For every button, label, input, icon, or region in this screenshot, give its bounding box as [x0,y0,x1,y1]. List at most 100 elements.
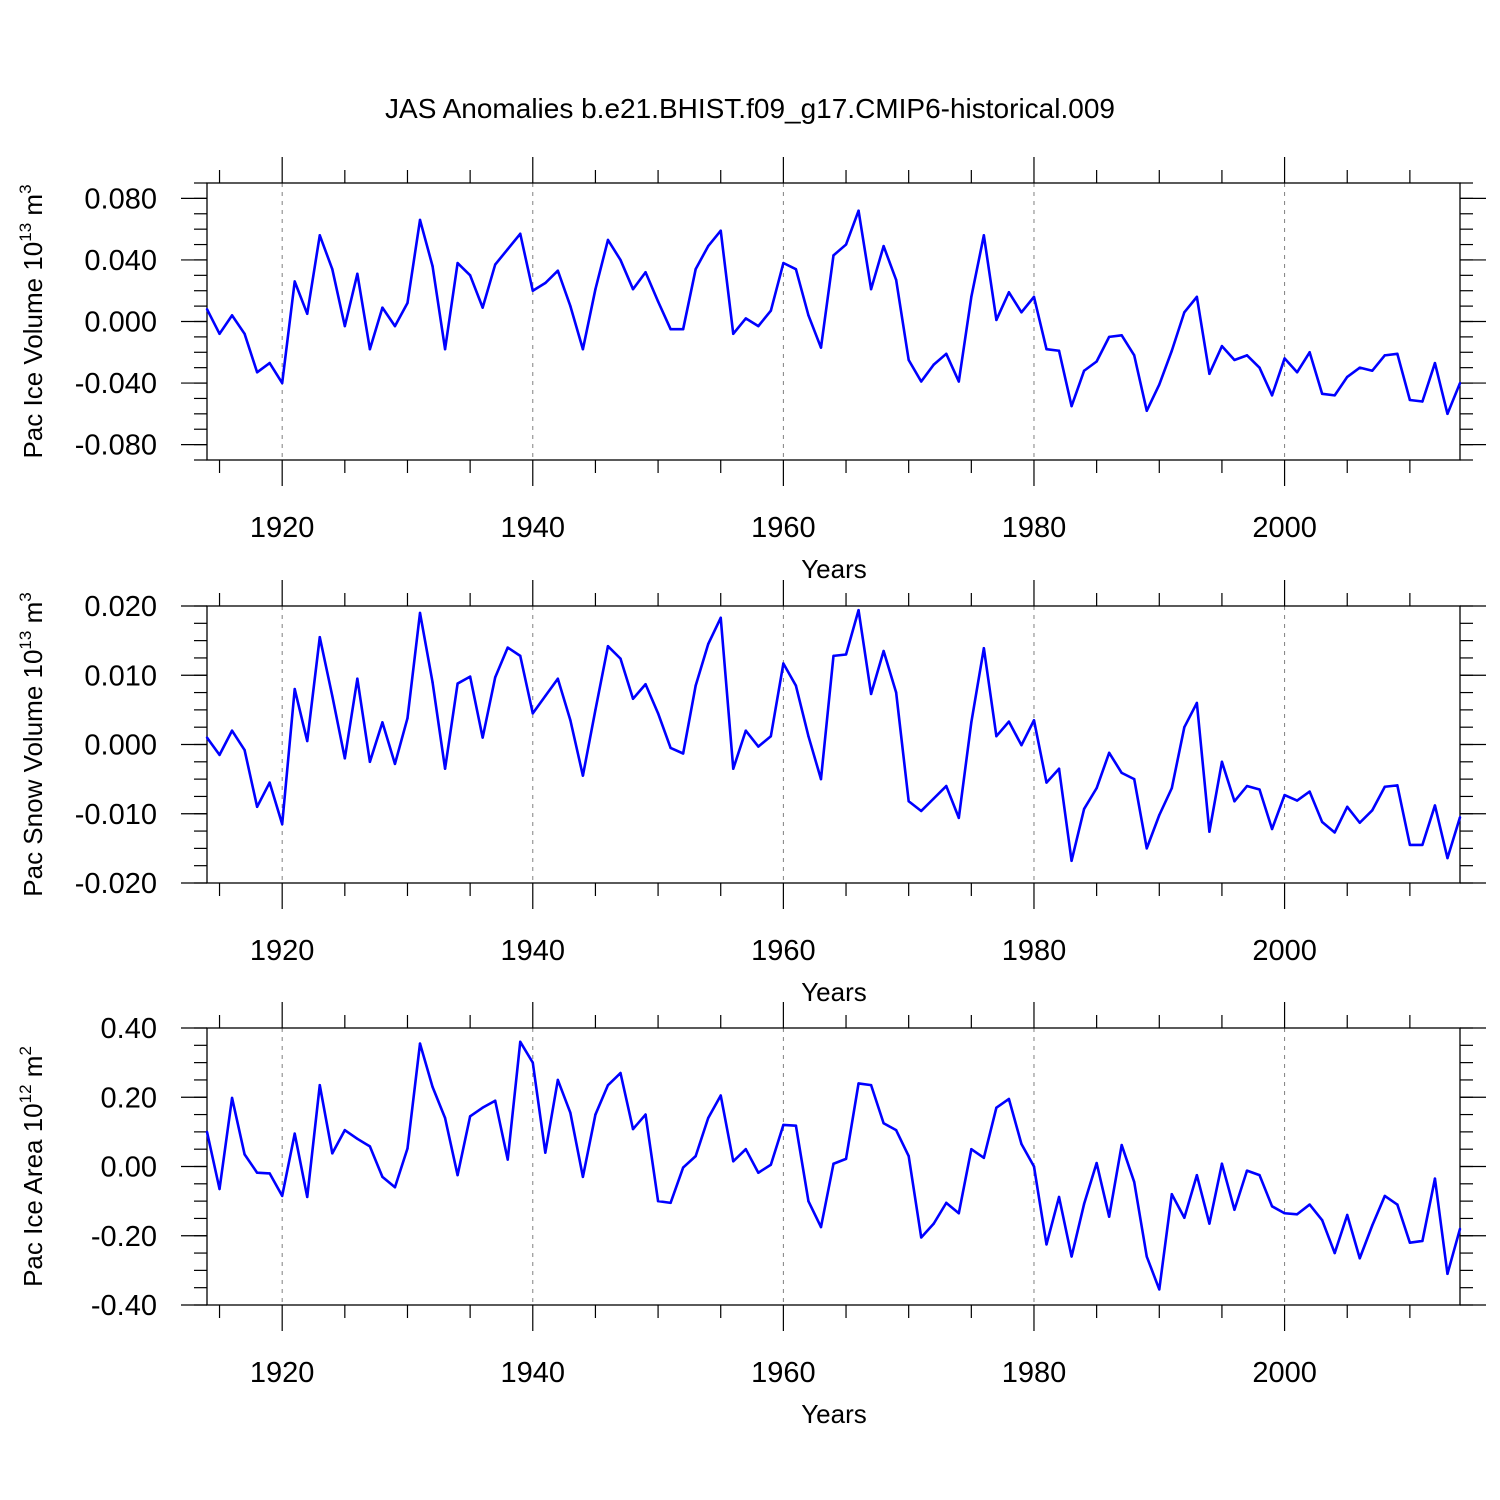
data-point [1195,295,1199,299]
data-point [544,694,547,698]
data-point [468,675,472,678]
data-point [656,300,660,303]
data-point [945,784,948,788]
x-tick-label: 1980 [1002,1357,1067,1389]
data-point [1082,369,1086,372]
data-point [1371,1224,1374,1227]
data-point [556,1078,560,1082]
data-point [957,1212,960,1215]
data-point [1170,786,1174,790]
data-point [393,324,397,328]
data-point [932,1222,935,1225]
y-tick-label: 0.40 [101,1013,157,1045]
data-point [1082,1202,1086,1206]
data-point [205,1130,209,1134]
data-point [443,767,447,770]
y-tick-label: 0.040 [84,245,157,277]
data-point [1408,398,1412,402]
data-point [243,1153,246,1156]
data-point [1183,725,1186,729]
data-point [819,1225,823,1229]
data-point [1245,784,1249,788]
data-point [1020,1142,1023,1146]
data-point [1333,1251,1336,1255]
data-point [882,649,885,653]
data-point [343,324,347,328]
x-tick-label: 1980 [1002,935,1067,967]
data-point [1258,1173,1261,1177]
data-point [493,263,497,266]
data-point [1433,804,1437,807]
data-point [869,692,873,696]
data-point [569,719,572,722]
data-point [1233,358,1236,362]
data-point [493,676,497,679]
data-point [356,272,359,275]
data-point [1107,751,1111,755]
y-axis-label-exponent: 13 [16,223,35,242]
data-point [894,691,898,694]
data-point [757,1171,760,1174]
data-point [1358,1257,1361,1260]
y-tick-label: 0.00 [101,1152,157,1184]
data-point [1158,383,1161,386]
data-point [619,1071,622,1075]
data-point [1045,1243,1048,1246]
data-point [381,306,384,309]
data-point [431,264,434,268]
data-point [1195,1173,1199,1177]
data-point [556,677,560,680]
data-point [669,746,672,750]
data-point [732,1160,735,1163]
data-point [581,774,585,777]
y-axis-label-unit-exponent: 3 [16,184,35,193]
data-point [1070,859,1073,863]
data-point [481,306,484,309]
data-point [255,805,259,809]
data-point [844,653,848,656]
data-point [707,1116,710,1120]
data-point [306,312,309,316]
x-tick-label: 2000 [1252,935,1317,967]
data-point [619,258,622,262]
data-point [1082,807,1086,811]
data-point [468,274,472,277]
chart-panel-1: 1920 1940 1960 1980 2000 -0.080 -0.040 0.000 0.0… [16,157,1486,584]
data-point [343,1128,347,1132]
data-point [1145,409,1148,412]
data-point [970,721,973,724]
data-point [1007,720,1011,723]
y-tick-label: 0.000 [84,730,157,762]
data-point [1458,381,1462,385]
data-point [318,1083,321,1087]
data-point [506,247,509,251]
data-point [1133,354,1136,357]
data-point [456,1173,459,1177]
data-point [606,238,610,242]
data-point [832,1162,835,1165]
data-point [1045,781,1048,784]
x-tick-label: 1940 [501,512,566,544]
x-tick-label: 1940 [501,935,566,967]
data-point [1333,394,1336,397]
data-point [1107,335,1111,339]
data-point [1245,1169,1249,1172]
data-point [218,753,221,757]
data-point [1208,830,1211,833]
y-axis-label-main: Pac Ice Area 10 [18,1103,48,1287]
data-point [619,657,622,660]
y-tick-label: 0.010 [84,660,157,692]
data-point [280,381,284,385]
data-point [882,1122,885,1125]
data-point [694,1154,697,1158]
data-point [1045,348,1048,351]
y-axis-label-unit-exponent: 2 [16,1046,35,1055]
data-point [1070,404,1073,408]
y-tick-label: -0.010 [75,799,157,831]
data-point [1032,1165,1036,1168]
data-point [945,352,948,356]
data-point [669,327,672,331]
data-point [1320,820,1324,824]
data-point [920,1236,923,1239]
data-point [331,1152,334,1155]
